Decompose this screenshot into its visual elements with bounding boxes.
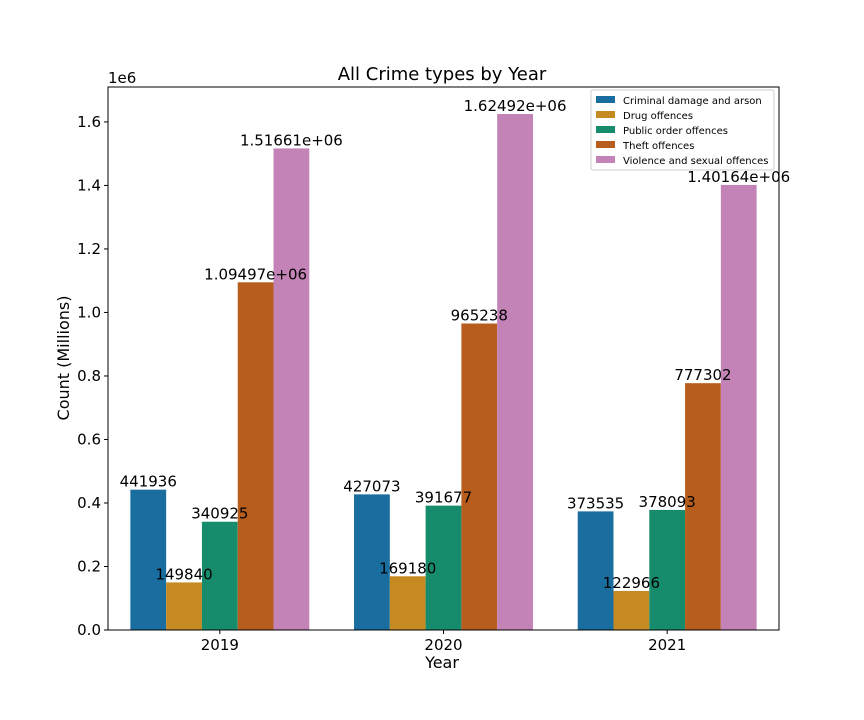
data-label: 122966 — [603, 574, 660, 592]
bar — [354, 494, 390, 630]
legend-label: Criminal damage and arson — [623, 96, 762, 107]
data-label: 441936 — [120, 473, 177, 491]
data-label: 777302 — [674, 366, 731, 384]
data-label: 427073 — [343, 477, 400, 495]
bar — [649, 509, 686, 630]
bar — [201, 521, 238, 630]
axes-layer: 0.0 0.2 0.4 0.6 0.8 1.0 1.2 1.4 1.6 2019 2020 2021 — [77, 86, 780, 654]
bar — [273, 148, 310, 631]
bar — [497, 114, 533, 631]
data-label: 169180 — [379, 559, 436, 577]
bar — [720, 184, 757, 630]
y-tick-label: 1.4 — [77, 176, 101, 194]
y-offset-label: 1e6 — [108, 69, 136, 87]
bar — [166, 582, 202, 630]
y-tick-label: 0.8 — [77, 367, 101, 385]
bars-layer — [130, 114, 757, 631]
y-tick-label: 0.2 — [77, 557, 101, 575]
bar — [130, 489, 167, 630]
legend-label: Theft offences — [622, 141, 694, 152]
y-tick-label: 0.6 — [77, 430, 101, 448]
bar — [461, 323, 498, 630]
bar — [425, 505, 462, 630]
legend: Criminal damage and arson Drug offences Pu… — [590, 89, 775, 171]
bar — [613, 590, 650, 630]
data-label: 391677 — [415, 489, 472, 507]
y-tick-label: 1.2 — [77, 240, 101, 258]
bar — [577, 511, 614, 630]
data-label: 378093 — [639, 493, 696, 511]
data-label: 1.62492e+06 — [464, 97, 567, 115]
x-tick-label: 2021 — [648, 636, 686, 654]
data-label: 1.40164e+06 — [687, 168, 790, 186]
x-tick-label: 2020 — [424, 636, 462, 654]
x-axis-title: Year — [424, 653, 459, 672]
data-label: 149840 — [155, 565, 212, 583]
bar — [389, 576, 426, 630]
legend-swatch — [596, 141, 615, 148]
bar — [237, 282, 274, 630]
bar — [685, 383, 721, 630]
y-tick-label: 0.4 — [77, 494, 101, 512]
y-tick-label: 1.0 — [77, 303, 101, 321]
legend-box — [590, 89, 775, 171]
y-axis-title: Count (Millions) — [54, 296, 73, 421]
legend-swatch — [596, 111, 615, 118]
data-label: 1.09497e+06 — [204, 265, 307, 283]
chart-title: All Crime types by Year — [338, 64, 547, 85]
data-label: 373535 — [567, 494, 624, 512]
legend-swatch — [596, 96, 615, 103]
legend-swatch — [596, 126, 615, 133]
data-label: 340925 — [191, 505, 248, 523]
data-label: 1.51661e+06 — [240, 131, 343, 149]
legend-swatch — [596, 156, 615, 163]
data-labels-layer: 441936 427073 373535 149840 169180 122966 3409… — [120, 97, 791, 592]
legend-label: Public order offences — [623, 126, 728, 137]
legend-label: Drug offences — [623, 111, 693, 122]
x-tick-label: 2019 — [201, 636, 239, 654]
y-tick-label: 1.6 — [77, 113, 101, 131]
legend-label: Violence and sexual offences — [623, 156, 769, 167]
data-label: 965238 — [451, 306, 508, 324]
y-tick-label: 0.0 — [77, 621, 101, 639]
